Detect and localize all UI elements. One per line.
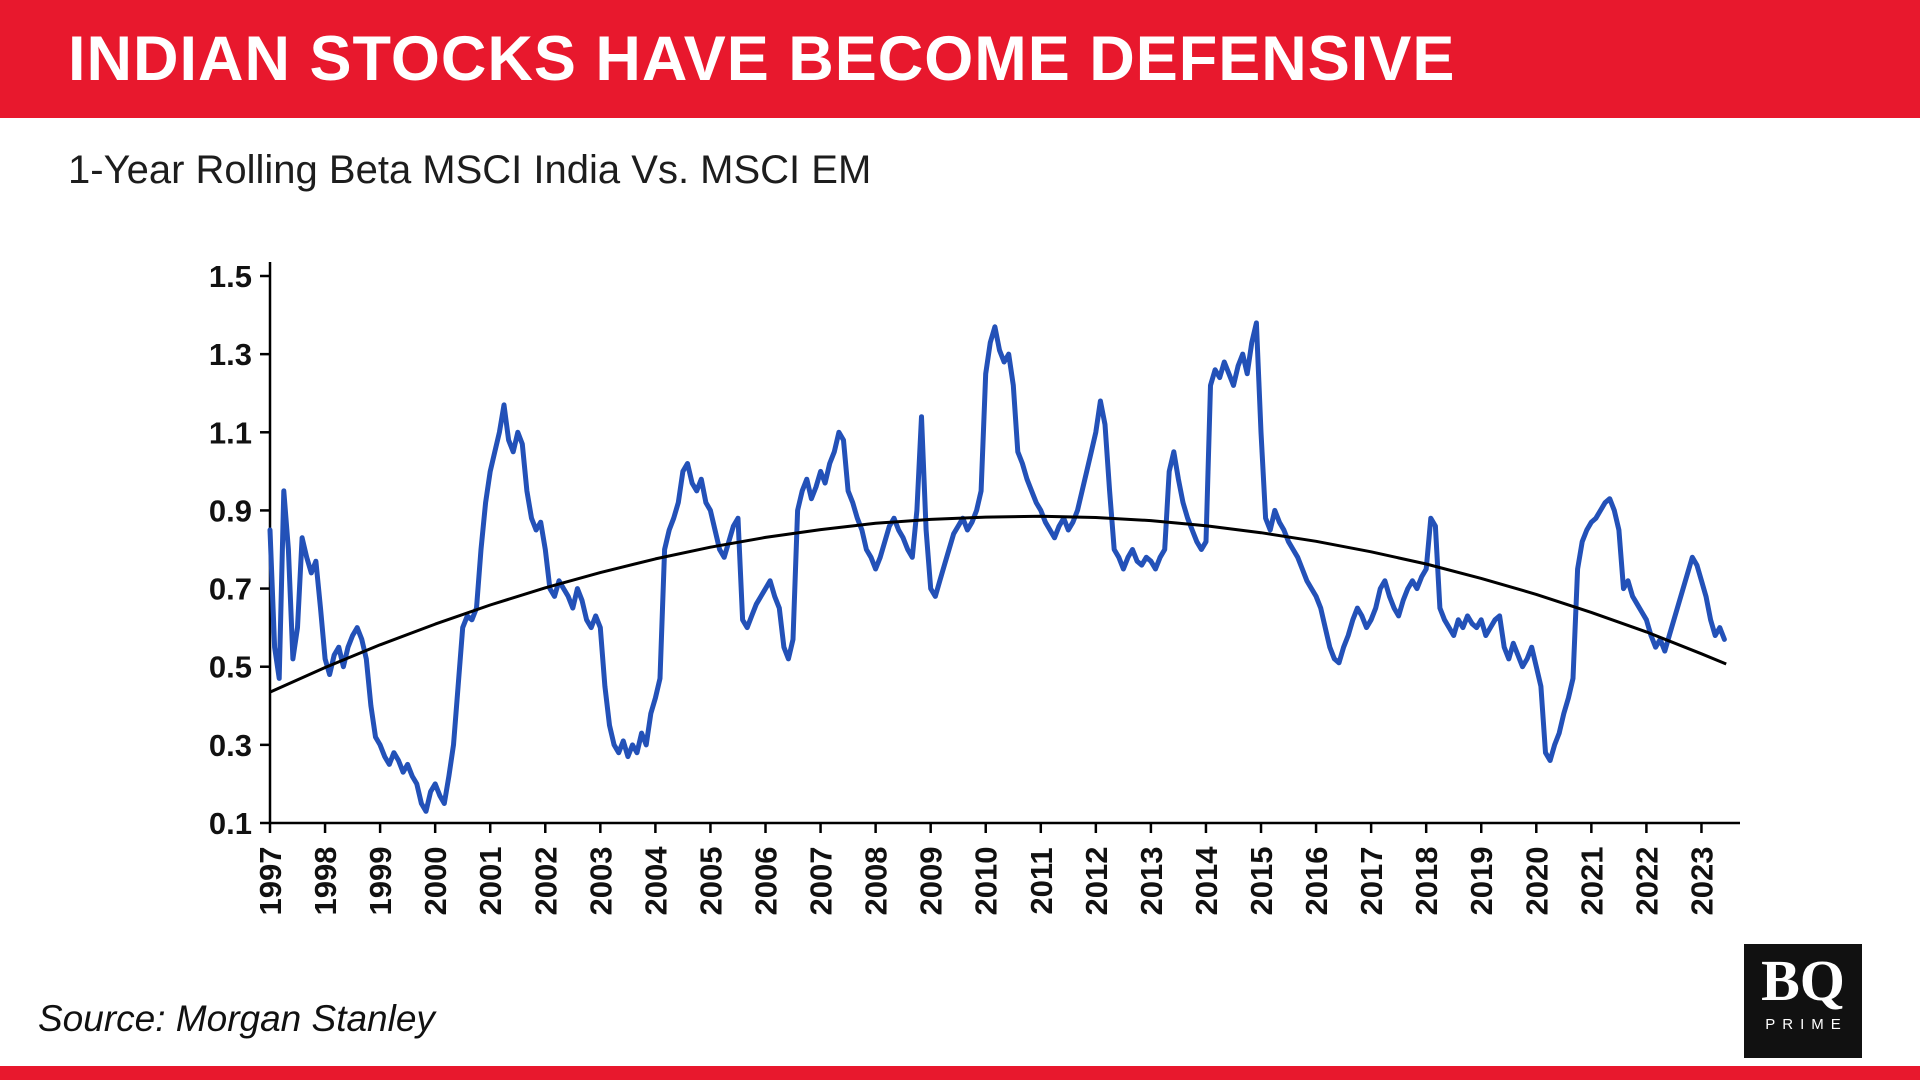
svg-text:2020: 2020: [1519, 847, 1554, 916]
svg-text:2014: 2014: [1189, 846, 1224, 916]
logo-text-prime: PRIME: [1765, 1016, 1848, 1033]
title-banner: INDIAN STOCKS HAVE BECOME DEFENSIVE: [0, 0, 1920, 118]
beta-chart-svg: 0.1 0.3 0.5 0.7 0.9 1.1 1.3 1.5 1997 1998 1999 2000…: [209, 259, 1740, 916]
svg-text:0.5: 0.5: [209, 650, 252, 685]
svg-text:2021: 2021: [1574, 847, 1609, 916]
chart-subtitle: 1-Year Rolling Beta MSCI India Vs. MSCI …: [68, 148, 872, 192]
svg-text:2009: 2009: [914, 847, 949, 916]
svg-text:0.1: 0.1: [209, 806, 252, 841]
svg-text:1999: 1999: [363, 847, 398, 916]
svg-text:2015: 2015: [1244, 847, 1279, 916]
svg-text:0.9: 0.9: [209, 493, 252, 528]
svg-text:1.3: 1.3: [209, 337, 252, 372]
svg-text:0.7: 0.7: [209, 572, 252, 607]
svg-text:2012: 2012: [1079, 847, 1114, 916]
svg-text:2005: 2005: [693, 847, 728, 916]
bottom-red-bar: [0, 1066, 1920, 1080]
svg-text:2017: 2017: [1354, 847, 1389, 916]
svg-text:1997: 1997: [253, 847, 288, 916]
svg-text:1998: 1998: [308, 847, 343, 916]
svg-text:2013: 2013: [1134, 847, 1169, 916]
svg-text:2016: 2016: [1299, 847, 1334, 916]
svg-text:2022: 2022: [1629, 847, 1664, 916]
svg-text:2008: 2008: [859, 847, 894, 916]
logo-text-bq: BQ: [1761, 948, 1845, 1013]
svg-text:2019: 2019: [1464, 847, 1499, 916]
svg-text:2011: 2011: [1024, 847, 1059, 914]
svg-text:1.5: 1.5: [209, 259, 252, 294]
svg-text:2001: 2001: [473, 847, 508, 916]
svg-text:0.3: 0.3: [209, 728, 252, 763]
svg-text:2002: 2002: [528, 847, 563, 916]
svg-text:2018: 2018: [1409, 847, 1444, 916]
svg-text:2007: 2007: [804, 847, 839, 916]
svg-text:1.1: 1.1: [209, 415, 252, 450]
svg-text:2004: 2004: [638, 846, 673, 916]
svg-text:2000: 2000: [418, 847, 453, 916]
svg-text:2023: 2023: [1684, 847, 1719, 916]
beta-chart: 0.1 0.3 0.5 0.7 0.9 1.1 1.3 1.5 1997 1998 1999 2000…: [140, 238, 1790, 968]
svg-text:2006: 2006: [749, 847, 784, 916]
svg-text:2003: 2003: [583, 847, 618, 916]
page-title: INDIAN STOCKS HAVE BECOME DEFENSIVE: [68, 24, 1456, 94]
svg-text:2010: 2010: [969, 847, 1004, 916]
bq-prime-logo: BQ PRIME: [1744, 944, 1862, 1058]
source-credit: Source: Morgan Stanley: [38, 998, 435, 1039]
